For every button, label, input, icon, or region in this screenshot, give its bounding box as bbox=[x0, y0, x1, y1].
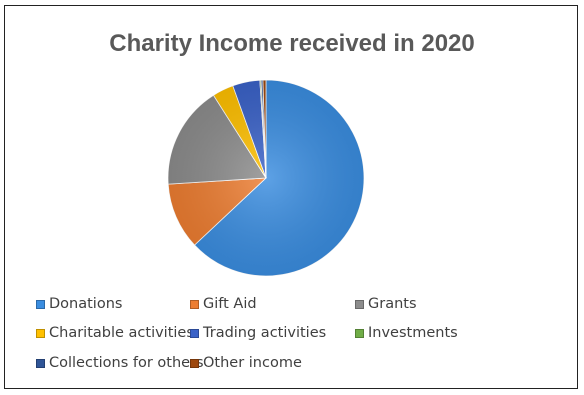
legend-item-investments: Investments bbox=[355, 325, 458, 341]
legend-swatch bbox=[190, 358, 199, 368]
legend-label: Investments bbox=[368, 325, 458, 341]
legend-item-collections-for-others: Collections for others bbox=[36, 355, 204, 371]
legend-swatch bbox=[36, 358, 45, 368]
legend-swatch bbox=[36, 328, 45, 338]
legend-label: Grants bbox=[368, 296, 417, 312]
pie-shading bbox=[168, 80, 364, 276]
legend-item-gift-aid: Gift Aid bbox=[190, 296, 257, 312]
legend-label: Gift Aid bbox=[203, 296, 257, 312]
legend-item-other-income: Other income bbox=[190, 355, 302, 371]
legend-swatch bbox=[355, 299, 364, 309]
legend-label: Other income bbox=[203, 355, 302, 371]
legend-item-grants: Grants bbox=[355, 296, 417, 312]
legend-label: Charitable activities bbox=[49, 325, 194, 341]
legend-label: Donations bbox=[49, 296, 123, 312]
chart-title: Charity Income received in 2020 bbox=[109, 30, 475, 57]
legend-label: Collections for others bbox=[49, 355, 204, 371]
legend-swatch bbox=[355, 328, 364, 338]
legend-swatch bbox=[36, 299, 45, 309]
legend-swatch bbox=[190, 299, 199, 309]
legend-label: Trading activities bbox=[203, 325, 327, 341]
legend-item-trading-activities: Trading activities bbox=[190, 325, 326, 341]
legend-item-charitable-activities: Charitable activities bbox=[36, 325, 194, 341]
legend-swatch bbox=[190, 328, 199, 338]
legend-item-donations: Donations bbox=[36, 296, 122, 312]
